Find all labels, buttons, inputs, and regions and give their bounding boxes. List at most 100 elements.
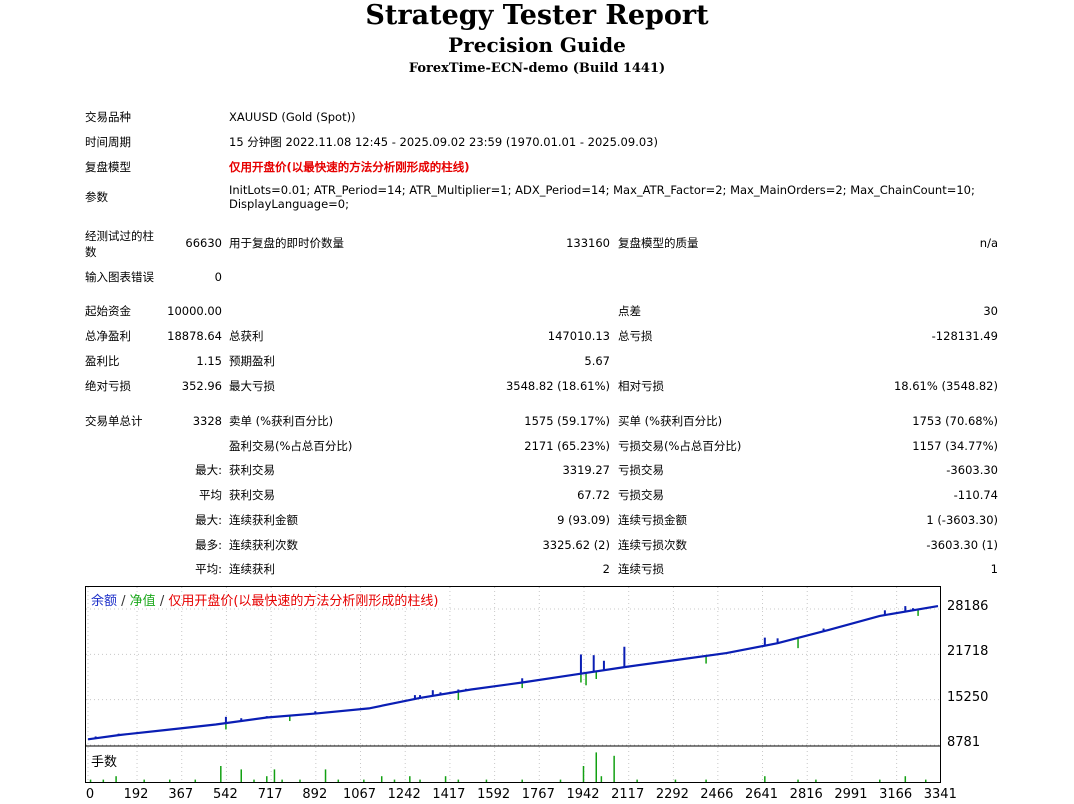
- largest-label: 最大:: [195, 463, 222, 477]
- report-title: Strategy Tester Report: [365, 0, 709, 31]
- loss-trades-label: 亏损交易(%占总百分比): [618, 439, 742, 453]
- x-tick-label: 192: [123, 787, 149, 802]
- max-cons-losses-label: 连续亏损金额: [618, 513, 687, 527]
- maximal-cons-profit-label: 连续获利次数: [229, 538, 298, 552]
- profit-factor-label: 盈利比: [85, 354, 120, 368]
- max-drawdown-value: 3548.82 (18.61%): [505, 379, 610, 393]
- model-value: 仅用开盘价(以最快速的方法分析刚形成的柱线): [229, 160, 470, 174]
- profit-trades-value: 2171 (65.23%): [524, 439, 610, 453]
- average-profit-value: 67.72: [577, 488, 610, 502]
- long-positions-value: 1753 (70.68%): [912, 414, 998, 428]
- legend-balance: 余额: [91, 594, 118, 609]
- y-tick-label: 8781: [947, 735, 981, 750]
- avg-cons-wins-label: 连续获利: [229, 562, 275, 576]
- deposit-label: 起始资金: [85, 304, 131, 318]
- abs-drawdown-value: 352.96: [181, 379, 222, 393]
- x-tick-label: 2466: [700, 787, 734, 802]
- x-tick-label: 2641: [744, 787, 779, 802]
- total-trades-label: 交易单总计: [85, 414, 143, 428]
- errors-label: 输入图表错误: [85, 270, 154, 284]
- chart-legend: 余额 / 净值 / 仅用开盘价(以最快速的方法分析刚形成的柱线): [91, 590, 439, 609]
- period-value: 15 分钟图 2022.11.08 12:45 - 2025.09.02 23:…: [229, 135, 658, 149]
- legend-separator: /: [117, 594, 130, 609]
- total-trades-value: 3328: [192, 414, 222, 428]
- max-cons-wins-value: 9 (93.09): [557, 513, 610, 527]
- x-tick-label: 717: [257, 787, 283, 802]
- net-profit-label: 总净盈利: [85, 329, 131, 343]
- x-tick-label: 1242: [387, 787, 421, 802]
- maximum-label: 最大:: [195, 513, 222, 527]
- params-label: 参数: [85, 190, 108, 204]
- largest-profit-label: 获利交易: [229, 463, 275, 477]
- max-cons-wins-label: 连续获利金额: [229, 513, 298, 527]
- x-tick-label: 3341: [923, 787, 957, 802]
- avg-cons-losses-value: 1: [990, 562, 998, 576]
- params-line-1: InitLots=0.01; ATR_Period=14; ATR_Multip…: [229, 183, 975, 197]
- ticks-label: 用于复盘的即时价数量: [229, 236, 344, 250]
- symbol-label: 交易品种: [85, 110, 131, 124]
- x-tick-label: 1767: [521, 787, 555, 802]
- balance-chart-svg: [86, 587, 940, 782]
- y-tick-label: 15250: [947, 689, 989, 705]
- deposit-value: 10000.00: [167, 304, 222, 318]
- quality-label: 复盘模型的质量: [618, 236, 699, 250]
- x-tick-label: 892: [302, 787, 328, 802]
- rel-drawdown-label: 相对亏损: [618, 379, 664, 393]
- quality-value: n/a: [979, 236, 998, 250]
- profit-trades-label: 盈利交易(%占总百分比): [229, 439, 353, 453]
- avg-cons-wins-value: 2: [602, 562, 610, 576]
- bars-label-2: 数: [85, 245, 97, 259]
- gross-loss-value: -128131.49: [931, 329, 998, 343]
- gross-loss-label: 总亏损: [618, 329, 653, 343]
- period-label: 时间周期: [85, 135, 131, 149]
- legend-separator: /: [155, 594, 169, 609]
- largest-loss-label: 亏损交易: [618, 463, 664, 477]
- x-tick-label: 1942: [566, 787, 600, 802]
- spread-label: 点差: [618, 304, 641, 318]
- maximal-label: 最多:: [195, 538, 222, 552]
- volume-label: 手数: [91, 755, 118, 770]
- x-tick-label: 3166: [879, 787, 913, 802]
- y-tick-label: 21718: [947, 644, 989, 660]
- legend-equity: 净值: [129, 594, 156, 609]
- long-positions-label: 买单 (%获利百分比): [618, 414, 723, 428]
- params-line-2: DisplayLanguage=0;: [229, 197, 349, 211]
- net-profit-value: 18878.64: [167, 329, 222, 343]
- maximal-cons-loss-label: 连续亏损次数: [618, 538, 687, 552]
- errors-value: 0: [214, 270, 222, 284]
- abs-drawdown-label: 绝对亏损: [85, 379, 131, 393]
- largest-loss-value: -3603.30: [946, 463, 998, 477]
- profit-factor-value: 1.15: [196, 354, 222, 368]
- bars-value: 66630: [185, 236, 222, 250]
- avg-cons-label: 平均:: [195, 562, 222, 576]
- expected-payoff-value: 5.67: [584, 354, 610, 368]
- average-profit-label: 获利交易: [229, 488, 275, 502]
- x-tick-label: 367: [168, 787, 194, 802]
- maximal-cons-profit-value: 3325.62 (2): [542, 538, 610, 552]
- x-tick-label: 2991: [834, 787, 868, 802]
- avg-cons-losses-label: 连续亏损: [618, 562, 664, 576]
- x-tick-label: 0: [85, 787, 95, 802]
- average-loss-value: -110.74: [953, 488, 998, 502]
- symbol-value: XAUUSD (Gold (Spot)): [229, 110, 356, 124]
- x-tick-label: 2292: [655, 787, 689, 802]
- average-loss-label: 亏损交易: [618, 488, 664, 502]
- report-subtitle: Precision Guide: [448, 33, 626, 57]
- x-tick-label: 542: [213, 787, 238, 802]
- server-build: ForexTime-ECN-demo (Build 1441): [408, 61, 666, 76]
- rel-drawdown-value: 18.61% (3548.82): [893, 379, 998, 393]
- gross-profit-value: 147010.13: [547, 329, 610, 343]
- balance-chart: 余额 / 净值 / 仅用开盘价(以最快速的方法分析刚形成的柱线) 手数: [85, 586, 941, 783]
- ticks-value: 133160: [566, 236, 610, 250]
- legend-model: 仅用开盘价(以最快速的方法分析刚形成的柱线): [168, 594, 439, 609]
- y-tick-label: 28186: [947, 599, 989, 614]
- x-tick-label: 2816: [789, 787, 823, 802]
- x-tick-label: 2117: [611, 787, 645, 802]
- max-cons-losses-value: 1 (-3603.30): [926, 513, 998, 527]
- short-positions-value: 1575 (59.17%): [524, 414, 610, 428]
- expected-payoff-label: 预期盈利: [229, 354, 275, 368]
- average-label: 平均: [199, 488, 222, 502]
- model-label: 复盘模型: [85, 160, 131, 174]
- x-tick-label: 1067: [342, 787, 377, 802]
- largest-profit-value: 3319.27: [562, 463, 610, 477]
